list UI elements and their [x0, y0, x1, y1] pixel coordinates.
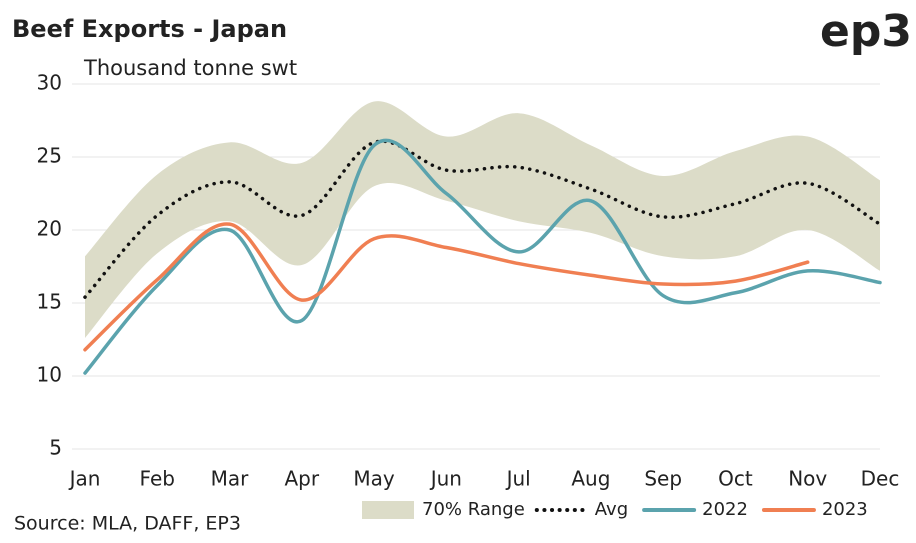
legend-swatch [362, 501, 414, 519]
x-tick-label: Jan [68, 467, 101, 491]
y-tick-label: 5 [49, 436, 62, 460]
x-tick-label: Dec [861, 467, 900, 491]
y-tick-label: 20 [37, 217, 62, 241]
legend-label: Avg [595, 499, 628, 520]
legend: 70% Range Avg 2022 2023 [362, 499, 868, 520]
logo: ep3 [820, 6, 912, 57]
legend-label: 70% Range [422, 499, 525, 520]
y-tick-label: 15 [37, 290, 62, 314]
x-tick-label: May [353, 467, 395, 491]
y-tick-label: 25 [37, 144, 62, 168]
series-line [83, 139, 882, 299]
x-tick-label: Nov [788, 467, 827, 491]
legend-label: 2022 [702, 499, 748, 520]
x-tick-label: Jun [429, 467, 462, 491]
x-tick-label: Mar [211, 467, 250, 491]
x-tick-label: Aug [571, 467, 610, 491]
x-tick-label: Feb [140, 467, 175, 491]
source-note: Source: MLA, DAFF, EP3 [14, 513, 241, 535]
series-line [83, 222, 810, 352]
plot-area [83, 101, 882, 375]
x-tick-label: Jul [505, 467, 531, 491]
x-tick-label: Oct [718, 467, 753, 491]
legend-label: 2023 [822, 499, 868, 520]
x-tick-label: Apr [285, 467, 320, 491]
range-band [85, 101, 880, 339]
y-tick-label: 30 [37, 71, 62, 95]
y-tick-label: 10 [37, 363, 62, 387]
chart-subtitle: Thousand tonne swt [83, 56, 297, 80]
chart-title: Beef Exports - Japan [12, 15, 287, 43]
series-line [83, 138, 882, 375]
x-tick-label: Sep [644, 467, 682, 491]
